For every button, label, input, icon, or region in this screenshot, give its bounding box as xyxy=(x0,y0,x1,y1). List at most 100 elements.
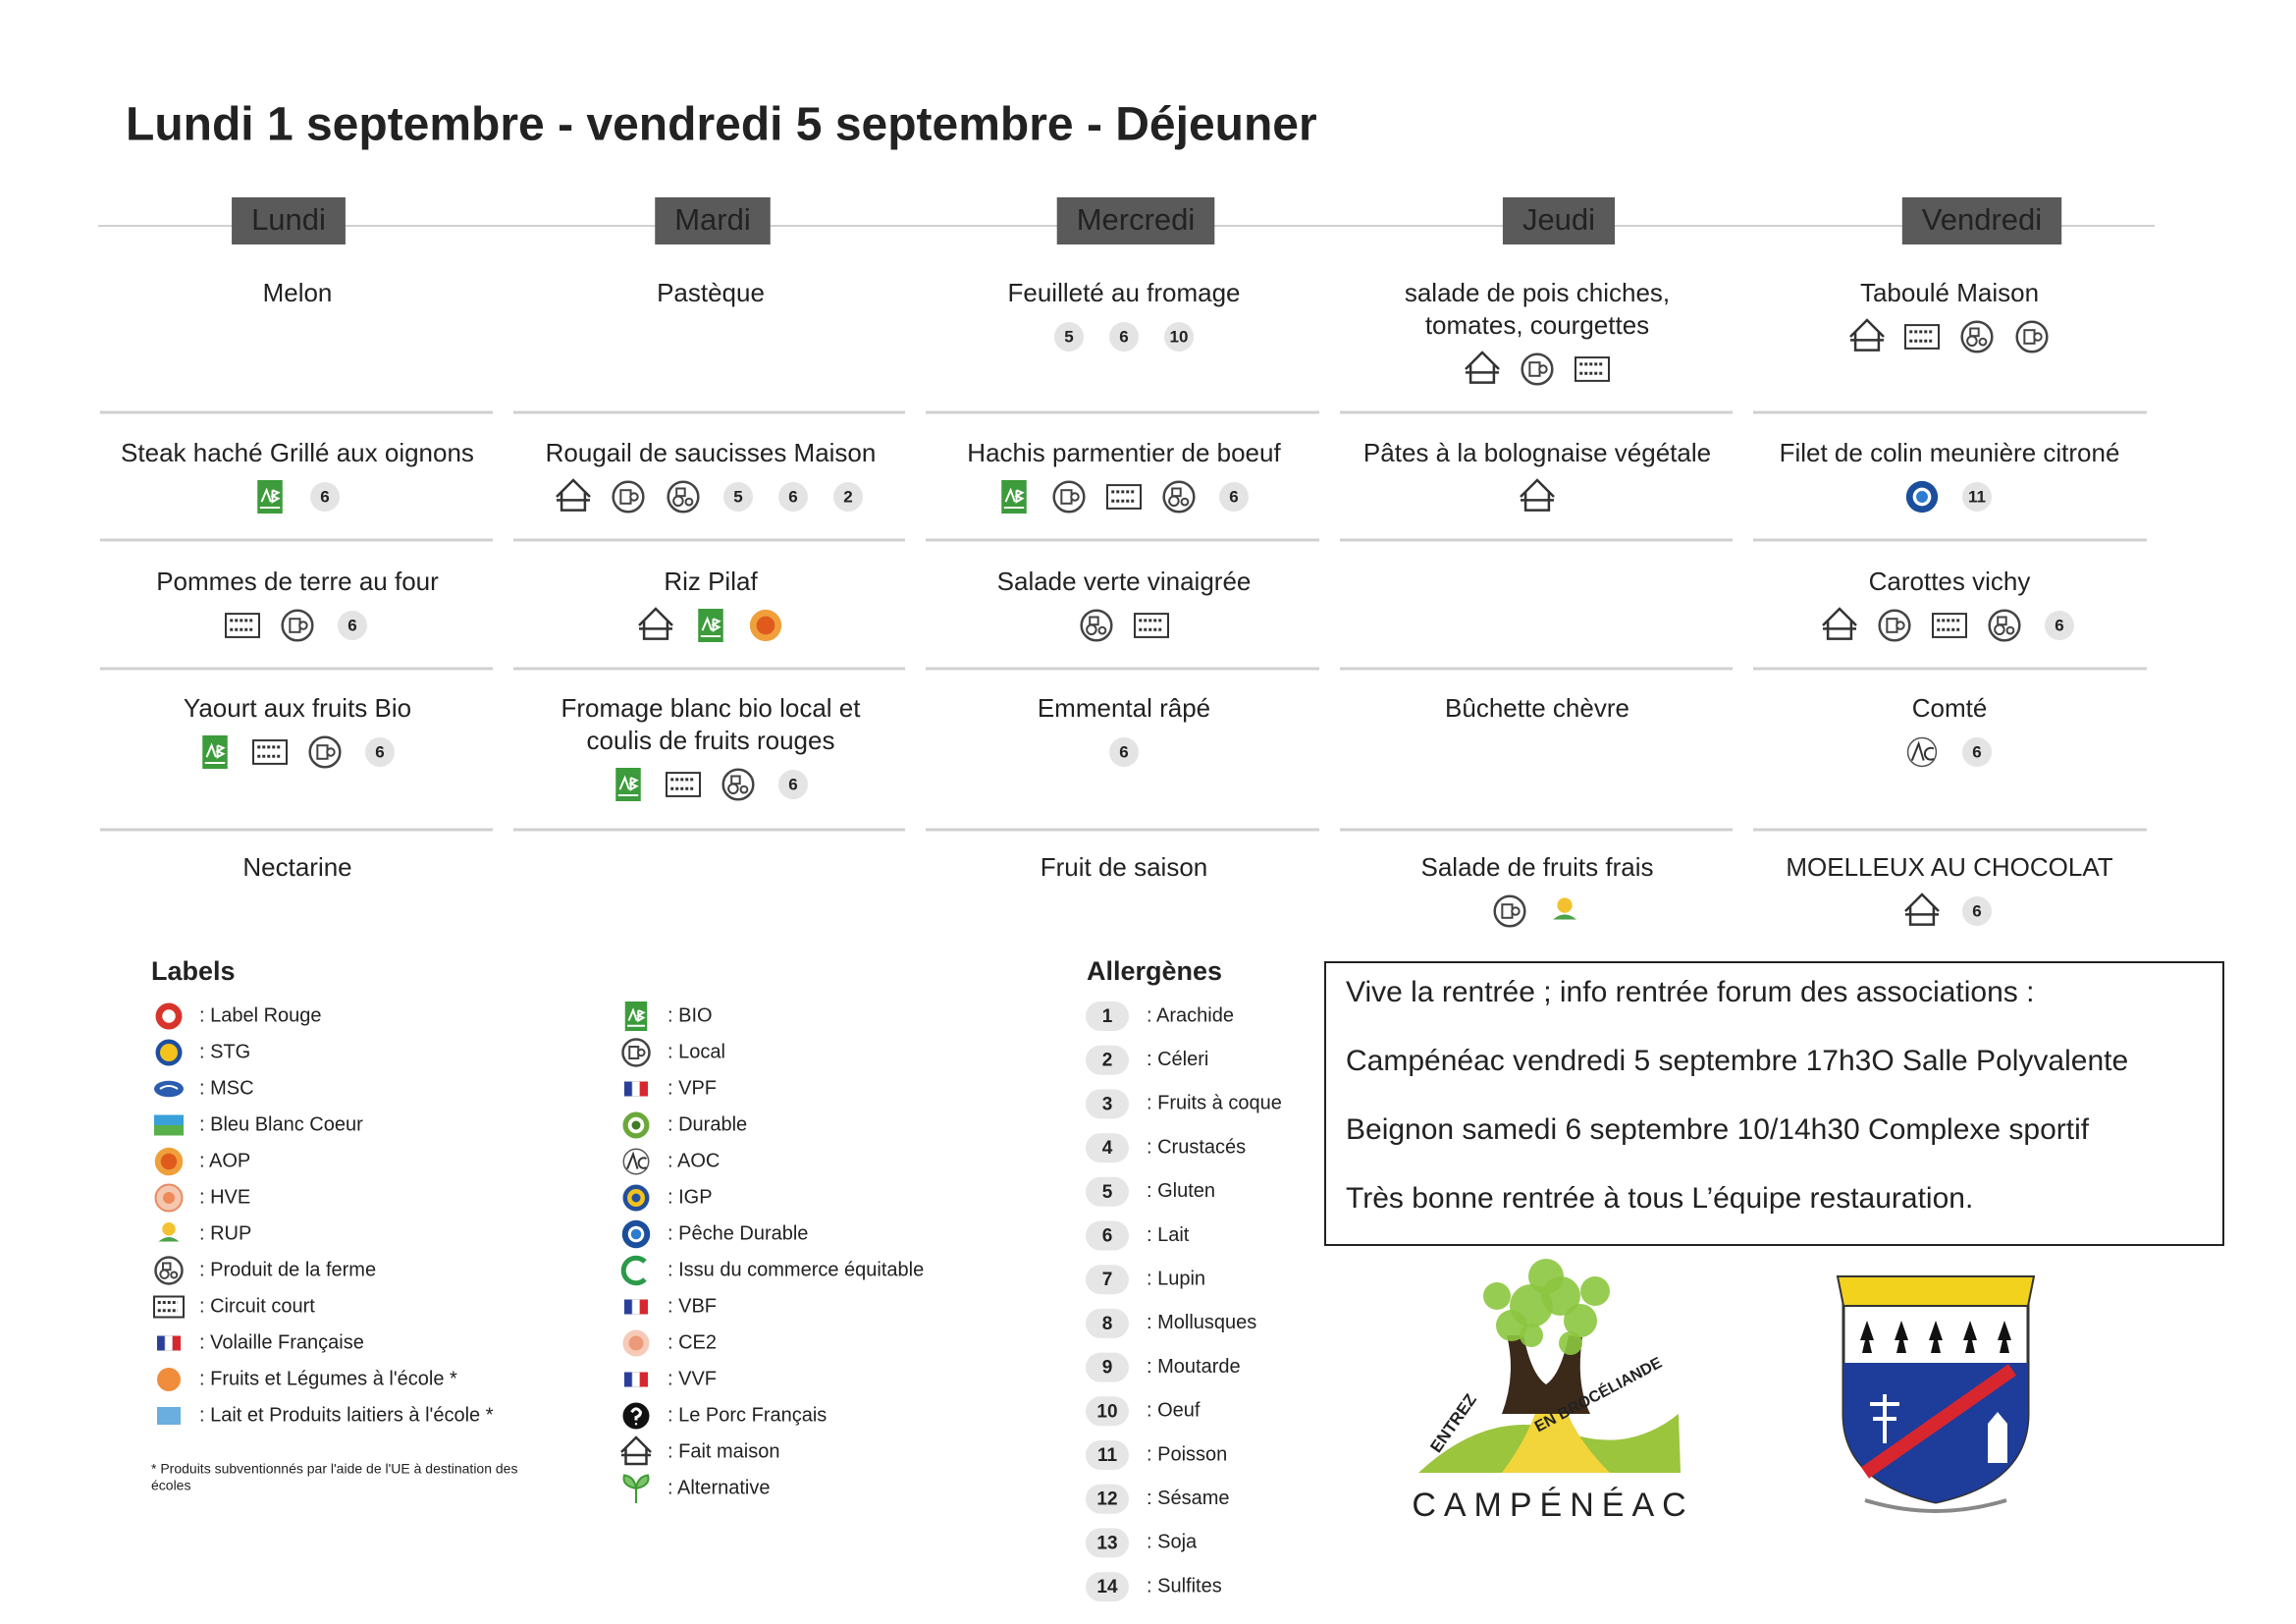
allergen-pill xyxy=(1086,1045,1129,1075)
allergen-name: : Sulfites xyxy=(1147,1575,1222,1597)
label-entry: : Local xyxy=(667,1041,725,1062)
allergen-code: 7 xyxy=(1102,1270,1113,1290)
icon-ferme xyxy=(667,480,700,514)
allergen-number: 6 xyxy=(1119,742,1128,761)
icon-part xyxy=(624,1299,633,1315)
label-entry: : VVF xyxy=(667,1368,717,1389)
allergen-badge xyxy=(778,770,808,799)
icon-aoc xyxy=(1906,736,1938,768)
icon-house xyxy=(1904,893,1940,926)
allergen-code: 3 xyxy=(1102,1094,1113,1114)
allergen-badge xyxy=(1962,737,1992,767)
icon-ferme xyxy=(1080,609,1113,642)
icon-peche xyxy=(1905,480,1939,514)
icon-part xyxy=(154,1080,184,1098)
icon-bio xyxy=(202,735,228,769)
allergen-name: : Arachide xyxy=(1147,1004,1234,1026)
logo-leaf xyxy=(1520,1324,1543,1347)
dish-name: Fruit de saison xyxy=(1041,852,1208,882)
allergen-name: : Gluten xyxy=(1147,1180,1215,1202)
info-line: Campénéac vendredi 5 septembre 17h3O Sal… xyxy=(1346,1045,2128,1077)
icon-part xyxy=(639,1372,648,1387)
allergen-badge xyxy=(1109,737,1139,767)
allergen-pill xyxy=(1086,1308,1129,1338)
crest-ermine xyxy=(1895,1321,1908,1353)
icon-part xyxy=(1822,607,1857,640)
logo-path xyxy=(1502,1394,1610,1473)
icon-part xyxy=(1070,492,1080,502)
icon-aop xyxy=(749,609,782,642)
allergen-name: : Sésame xyxy=(1147,1488,1229,1509)
icon-equitable xyxy=(620,1255,647,1286)
label-entry: : Le Porc Français xyxy=(667,1404,827,1426)
allergen-code: 11 xyxy=(1097,1445,1118,1466)
icon-part xyxy=(1910,740,1935,761)
allergen-code: 10 xyxy=(1096,1401,1117,1422)
allergen-pill xyxy=(1086,1001,1129,1031)
icon-part xyxy=(225,613,260,638)
dish-name: Steak haché Grillé aux oignons xyxy=(121,438,474,467)
allergen-code: 9 xyxy=(1102,1358,1113,1379)
icon-bio xyxy=(615,768,641,801)
icon-part xyxy=(1575,356,1610,382)
crest-ermine xyxy=(1998,1321,2011,1353)
dish-name: Pommes de terre au four xyxy=(156,567,439,596)
allergen-number: 6 xyxy=(347,616,356,634)
icon-part xyxy=(326,747,336,757)
icon-part xyxy=(157,1407,181,1425)
dish-name: Melon xyxy=(263,278,333,307)
allergen-name: : Céleri xyxy=(1147,1049,1208,1070)
icon-igp xyxy=(622,1184,650,1212)
icon-local xyxy=(1878,609,1911,642)
dish-name: Riz Pilaf xyxy=(664,567,758,596)
icon-part xyxy=(160,1153,178,1170)
icon-part xyxy=(1465,351,1500,384)
icon-circuit xyxy=(1932,613,1967,638)
icon-part xyxy=(260,487,281,504)
icon-sprout xyxy=(622,1474,650,1503)
icon-part xyxy=(1904,893,1940,926)
icon-bio xyxy=(1001,480,1027,514)
icon-circuit xyxy=(1106,484,1142,510)
icon-flag xyxy=(157,1335,181,1351)
dish-name: Emmental râpé xyxy=(1038,693,1210,723)
icon-part xyxy=(205,742,226,759)
icon-part xyxy=(1904,324,1940,350)
allergen-badge xyxy=(1219,482,1249,512)
icon-part xyxy=(622,1474,650,1503)
label-entry: : VPF xyxy=(667,1077,717,1099)
allergen-number: 2 xyxy=(843,487,852,506)
crest-ermine xyxy=(1963,1321,1977,1353)
icon-ferme xyxy=(721,768,755,801)
allergen-number: 10 xyxy=(1170,327,1189,346)
label-entry: : MSC xyxy=(199,1077,254,1099)
icon-part xyxy=(1997,616,2007,626)
allergen-number: 6 xyxy=(1229,487,1238,506)
label-entry: : Produit de la ferme xyxy=(199,1259,376,1280)
icon-part xyxy=(1557,897,1573,913)
allergen-pill xyxy=(1086,1572,1129,1602)
icon-part xyxy=(1969,327,1980,338)
day-header: Mercredi xyxy=(1077,202,1196,237)
icon-house xyxy=(556,478,591,512)
allergen-badge xyxy=(723,482,753,512)
icon-part xyxy=(1849,318,1885,352)
icon-part xyxy=(298,621,308,630)
allergen-badge xyxy=(1054,322,1084,352)
allergen-badge xyxy=(310,482,340,512)
icon-part xyxy=(1896,621,1905,630)
allergen-pill xyxy=(1086,1528,1129,1558)
icon-local xyxy=(281,609,314,642)
allergen-code: 6 xyxy=(1102,1226,1113,1247)
allergen-pill xyxy=(1086,1352,1129,1382)
label-entry: : Fait maison xyxy=(667,1440,779,1462)
icon-part xyxy=(636,1048,646,1057)
allergen-pill xyxy=(1086,1176,1129,1207)
allergen-name: : Poisson xyxy=(1147,1443,1227,1465)
allergen-number: 11 xyxy=(1968,487,1986,506)
icon-local xyxy=(1052,480,1086,514)
icon-part xyxy=(1932,613,1967,638)
icon-aoc xyxy=(622,1148,650,1175)
icon-part xyxy=(1134,613,1169,638)
